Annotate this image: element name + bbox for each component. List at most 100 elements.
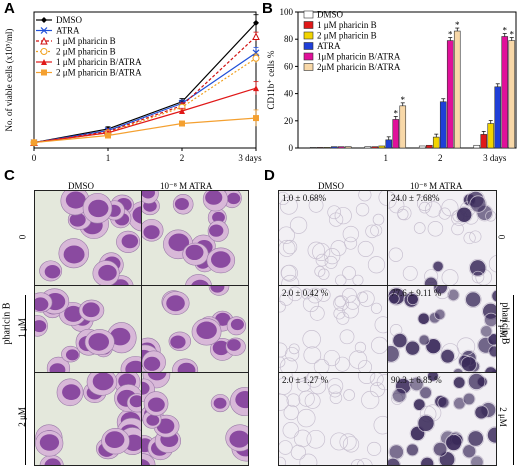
cell [418, 334, 430, 346]
legend-marker [41, 17, 47, 23]
stained-cell [433, 442, 447, 456]
cell [279, 239, 296, 257]
cell [344, 236, 358, 250]
y-axis-label: CD11b⁺ cells % [266, 50, 276, 109]
cell [297, 408, 316, 428]
cell [486, 426, 496, 444]
cell [313, 358, 330, 372]
bar [494, 86, 502, 149]
cell [279, 196, 298, 215]
cell-nucleus [227, 192, 241, 205]
cell [433, 286, 449, 295]
cell [367, 441, 382, 456]
stained-cell [388, 458, 400, 465]
cell-nucleus [146, 414, 160, 426]
cell [334, 296, 346, 308]
cell [416, 195, 433, 211]
bar [385, 139, 393, 149]
series-line [33, 117, 257, 144]
cell-nucleus [63, 245, 85, 264]
bar [453, 30, 461, 149]
cell [308, 197, 324, 213]
cell [358, 373, 376, 384]
cell [413, 222, 426, 234]
data-point [31, 139, 37, 146]
cell [463, 231, 476, 245]
cell-nucleus [65, 349, 79, 361]
cell [371, 336, 387, 354]
legend-entry: ATRA [56, 26, 80, 36]
cell [440, 348, 456, 364]
cell [342, 266, 356, 280]
cell-nucleus [168, 233, 190, 252]
cell [328, 212, 344, 227]
micrograph-c-atra-1 [141, 285, 249, 373]
stained-cell [448, 289, 459, 301]
cell [334, 207, 352, 225]
legend-entry: 1 μM pharicin B [56, 36, 116, 46]
cell [427, 221, 444, 237]
micrograph-c-dmso-1 [34, 285, 142, 373]
data-point [105, 132, 111, 139]
stained-cell [424, 277, 438, 285]
cell [358, 191, 372, 202]
cell [419, 386, 433, 400]
cell [488, 345, 496, 358]
cell [467, 429, 485, 448]
cell [417, 312, 430, 325]
cell [342, 301, 359, 319]
legend-marker [41, 59, 47, 65]
cell-nucleus [64, 305, 83, 322]
cell [291, 373, 309, 382]
significance-marker: * [503, 25, 508, 35]
data-point [179, 120, 185, 127]
stained-cell [427, 373, 438, 381]
cell [293, 429, 312, 448]
cell [316, 288, 331, 302]
cell-nucleus [177, 362, 196, 372]
cell [369, 382, 385, 398]
cell [461, 444, 477, 459]
cell [282, 239, 298, 255]
stained-cell [392, 389, 406, 403]
cell [388, 457, 401, 465]
cell [479, 325, 493, 338]
cell [309, 305, 325, 321]
x-tick-label: 2 [438, 153, 443, 163]
panel-d-value-dmso-2: 2.0 ± 1.27 % [282, 375, 329, 385]
cell [279, 440, 293, 455]
cell [369, 373, 384, 387]
plot-frame [33, 11, 257, 149]
cell [286, 393, 301, 408]
panel-d-side-bracket [513, 295, 514, 465]
cell-nucleus [210, 286, 225, 293]
cell [469, 230, 482, 243]
stained-cell [468, 431, 484, 446]
stained-cell [453, 377, 465, 388]
panel-c-col-label-dmso: DMSO [68, 181, 95, 191]
cell [302, 330, 321, 349]
cell [404, 340, 421, 356]
y-tick-label: 0 [289, 143, 294, 153]
stained-cell [419, 335, 429, 345]
panel-c-side-bracket [25, 295, 26, 465]
cell [334, 356, 350, 372]
stained-cell [406, 444, 419, 456]
stained-cell [426, 339, 441, 354]
cell [409, 376, 425, 392]
stained-cell [463, 393, 475, 405]
cell [327, 378, 344, 395]
stained-cell [407, 294, 418, 305]
stained-cell [453, 397, 465, 409]
cell-nucleus [185, 244, 204, 261]
cell [434, 286, 450, 300]
cell [350, 459, 365, 465]
cell [357, 240, 374, 257]
panel-letter-c: C [4, 167, 15, 184]
cell [424, 337, 442, 355]
cell [299, 453, 318, 465]
stained-cell [413, 399, 425, 411]
panel-d-value-dmso-1: 2.0 ± 0.42 % [282, 288, 329, 298]
stained-cell [410, 377, 423, 391]
cell [427, 373, 439, 382]
